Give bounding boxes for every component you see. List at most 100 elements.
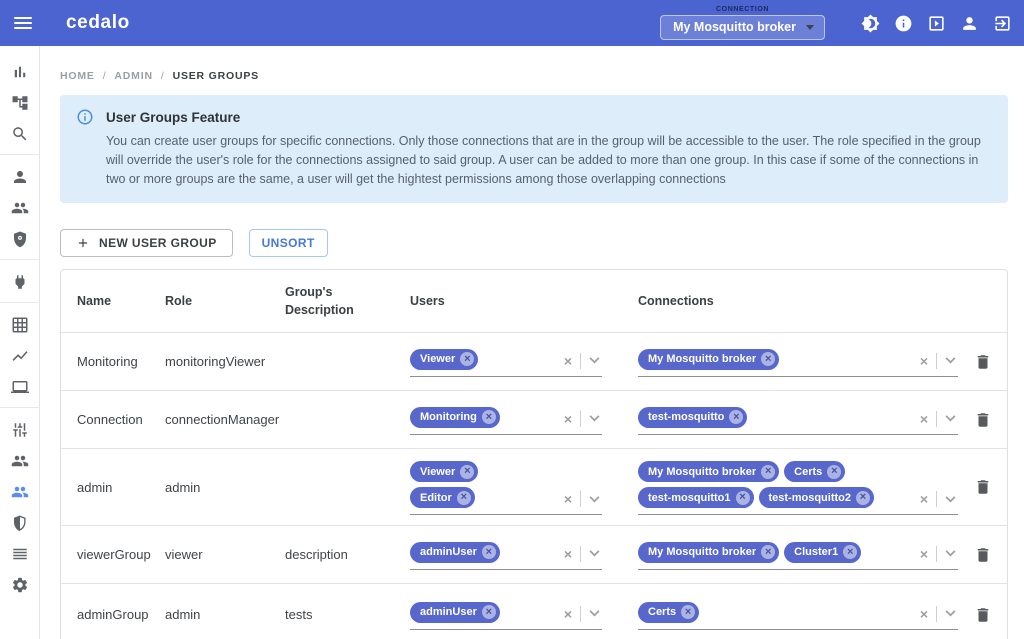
chip-delete-icon[interactable]	[681, 605, 696, 619]
clear-icon[interactable]	[920, 412, 928, 426]
sidebar-item-security[interactable]	[0, 507, 40, 538]
chevron-down-icon[interactable]	[589, 495, 600, 503]
sidebar-item-search[interactable]	[0, 118, 40, 149]
users-select[interactable]: Viewer Editor	[410, 459, 602, 515]
chip-delete-icon[interactable]	[481, 545, 496, 559]
user-groups-icon	[11, 486, 28, 497]
sidebar-item-users[interactable]	[0, 445, 40, 476]
connections-select[interactable]: test-mosquitto	[638, 405, 958, 435]
sidebar-item-settings[interactable]	[0, 569, 40, 600]
connection-chip[interactable]: My Mosquitto broker	[638, 461, 780, 482]
chip-delete-icon[interactable]	[856, 490, 870, 505]
chevron-down-icon[interactable]	[589, 610, 600, 617]
clear-icon[interactable]	[564, 492, 572, 506]
chip-delete-icon[interactable]	[843, 545, 858, 559]
info-icon[interactable]	[893, 10, 913, 36]
sidebar-item-topology[interactable]	[0, 87, 40, 118]
chip-delete-icon[interactable]	[460, 464, 475, 479]
chevron-down-icon[interactable]	[589, 550, 600, 557]
new-user-group-button[interactable]: NEW USER GROUP	[60, 229, 233, 257]
user-chip[interactable]: Viewer	[410, 461, 479, 482]
chip-delete-icon[interactable]	[481, 605, 496, 619]
users-select[interactable]: adminUser	[410, 600, 602, 630]
delete-group-button[interactable]	[973, 477, 993, 497]
clear-icon[interactable]	[564, 547, 572, 561]
users-select[interactable]: Monitoring	[410, 405, 602, 435]
users-select[interactable]: Viewer	[410, 347, 602, 377]
clear-icon[interactable]	[920, 492, 928, 506]
chip-delete-icon[interactable]	[735, 490, 750, 505]
chevron-down-icon[interactable]	[589, 357, 600, 364]
connections-select[interactable]: Certs	[638, 600, 958, 630]
chevron-down-icon[interactable]	[589, 415, 600, 422]
sidebar-item-client-groups[interactable]	[0, 192, 40, 223]
chip-delete-icon[interactable]	[729, 410, 744, 424]
chip-delete-icon[interactable]	[481, 410, 496, 424]
sidebar-item-user-groups[interactable]	[0, 476, 40, 507]
connection-chip[interactable]: Cluster1	[784, 541, 862, 563]
connection-chip[interactable]: Certs	[784, 461, 846, 482]
chevron-down-icon[interactable]	[945, 415, 956, 422]
delete-group-button[interactable]	[973, 410, 993, 430]
chip-delete-icon[interactable]	[827, 464, 842, 479]
user-chip[interactable]: adminUser	[410, 541, 500, 563]
breadcrumb-current: USER GROUPS	[172, 70, 259, 82]
delete-group-button[interactable]	[973, 545, 993, 565]
sidebar-item-stats[interactable]	[0, 56, 40, 87]
sidebar-item-charts[interactable]	[0, 340, 40, 371]
sidebar-item-roles[interactable]	[0, 223, 40, 254]
profile-icon[interactable]	[959, 10, 979, 36]
delete-group-button[interactable]	[973, 352, 993, 372]
sidebar-item-settings-tune[interactable]	[0, 414, 40, 445]
connections-select[interactable]: My Mosquitto broker Cluster1	[638, 540, 958, 570]
connection-chip[interactable]: test-mosquitto1	[638, 487, 754, 508]
chevron-down-icon[interactable]	[945, 610, 956, 617]
menu-icon[interactable]	[0, 0, 46, 46]
connection-chip[interactable]: test-mosquitto	[638, 406, 748, 428]
user-chip[interactable]: Monitoring	[410, 406, 500, 428]
sidebar-item-streams[interactable]	[0, 309, 40, 340]
group-role: connectionManager	[165, 412, 280, 427]
clear-icon[interactable]	[564, 412, 572, 426]
clear-icon[interactable]	[564, 354, 572, 368]
sidebar-item-connections[interactable]	[0, 266, 40, 297]
slideshow-icon[interactable]	[926, 10, 946, 36]
connection-chip[interactable]: My Mosquitto broker	[638, 348, 780, 370]
user-chip[interactable]: adminUser	[410, 601, 500, 623]
clear-icon[interactable]	[920, 607, 928, 621]
users-select[interactable]: adminUser	[410, 540, 602, 570]
delete-group-button[interactable]	[973, 605, 993, 625]
breadcrumb-home[interactable]: HOME	[60, 70, 95, 82]
dark-mode-icon[interactable]	[860, 10, 880, 36]
breadcrumb: HOME / ADMIN / USER GROUPS	[60, 70, 259, 82]
connection-chip[interactable]: Certs	[638, 601, 700, 623]
connections-select[interactable]: My Mosquitto broker Certs test-mosquitto…	[638, 459, 958, 515]
group-description: description	[285, 547, 348, 562]
chip-delete-icon[interactable]	[761, 352, 776, 366]
clear-icon[interactable]	[920, 354, 928, 368]
trash-icon	[977, 547, 988, 562]
chip-delete-icon[interactable]	[761, 464, 776, 479]
connection-dropdown[interactable]: My Mosquitto broker	[660, 15, 825, 40]
breadcrumb-admin[interactable]: ADMIN	[114, 70, 153, 82]
connections-select[interactable]: My Mosquitto broker	[638, 347, 958, 377]
clear-icon[interactable]	[920, 547, 928, 561]
header-description: Group's Description	[285, 284, 354, 317]
user-chip[interactable]: Editor	[410, 487, 475, 508]
chevron-down-icon[interactable]	[945, 550, 956, 557]
sidebar-item-logs[interactable]	[0, 538, 40, 569]
connection-chip[interactable]: My Mosquitto broker	[638, 541, 780, 563]
logout-icon[interactable]	[992, 10, 1012, 36]
chevron-down-icon[interactable]	[945, 495, 956, 503]
chip-delete-icon[interactable]	[456, 490, 471, 505]
clear-icon[interactable]	[564, 607, 572, 621]
chevron-down-icon[interactable]	[945, 357, 956, 364]
unsort-button[interactable]: UNSORT	[248, 229, 328, 257]
table-row: adminGroup admin tests adminUser Certs	[61, 583, 1007, 639]
user-chip[interactable]: Viewer	[410, 348, 479, 370]
connection-chip[interactable]: test-mosquitto2	[758, 487, 874, 508]
sidebar-item-terminal[interactable]	[0, 371, 40, 402]
chip-delete-icon[interactable]	[761, 545, 776, 559]
chip-delete-icon[interactable]	[460, 352, 475, 366]
sidebar-item-clients[interactable]	[0, 161, 40, 192]
